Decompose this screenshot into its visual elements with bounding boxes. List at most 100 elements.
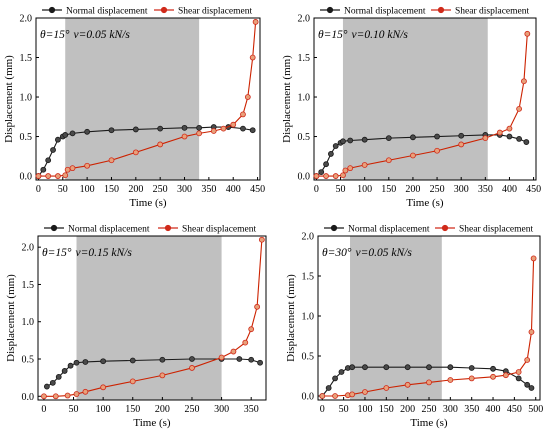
legend-label: Normal displacement [68, 225, 150, 235]
normal-displacement-point [181, 124, 188, 131]
y-tick-label: 0.5 [298, 132, 311, 143]
shear-displacement-point [242, 339, 249, 346]
normal-displacement-point [458, 132, 465, 139]
shear-displacement-point [383, 385, 390, 391]
loading-rate-label: v=0.10 kN/s [352, 29, 409, 41]
normal-displacement-point [73, 359, 80, 366]
legend: Normal displacement Shear displacement [324, 225, 533, 235]
normal-displacement-point [447, 364, 454, 371]
normal-displacement-point [338, 369, 345, 375]
shear-displacement-point [218, 354, 225, 361]
normal-displacement-point [426, 364, 432, 371]
x-tick-label: 300 [214, 404, 229, 415]
plot-frame [37, 235, 267, 401]
shaded-region [65, 18, 200, 180]
x-tick-label: 250 [184, 404, 199, 415]
normal-displacement-point [361, 136, 368, 143]
normal-displacement-point [327, 151, 334, 157]
normal-displacement-point [385, 135, 392, 142]
chart-panel-top-right: 0 50 100 150 200 250 300 350 400 450 0.0 0.5 1.0 1.5 2… [281, 7, 541, 210]
x-tick-label: 400 [226, 184, 241, 195]
y-tick-label: 1.0 [298, 93, 311, 104]
shear-displacement-point [426, 379, 432, 386]
normal-displacement-point [325, 385, 332, 391]
loading-rate-label: v=0.05 kN/s [356, 247, 413, 259]
normal-displacement-point [515, 375, 522, 382]
y-tick-label: 2.0 [302, 232, 315, 243]
normal-displacement-point [332, 375, 338, 382]
normal-displacement-point [340, 138, 346, 145]
x-tick-label: 300 [443, 404, 458, 415]
x-tick-label: 100 [357, 184, 372, 195]
y-tick-label: 2.0 [22, 243, 35, 254]
x-tick-label: 300 [177, 184, 192, 195]
x-tick-label: 450 [250, 184, 265, 195]
x-tick-label: 350 [478, 184, 493, 195]
normal-displacement-point [506, 133, 513, 140]
shear-displacement-point [196, 130, 203, 137]
shear-displacement-point [404, 381, 411, 388]
x-tick-label: 250 [430, 184, 445, 195]
shear-displacement-point [249, 54, 256, 61]
x-tick-label: 450 [507, 404, 522, 415]
shear-displacement-point [64, 166, 71, 173]
normal-displacement-point [323, 161, 329, 168]
normal-displacement-point [132, 126, 139, 133]
shear-displacement-point [84, 162, 91, 169]
y-axis-label: Displacement (mm) [285, 274, 297, 362]
legend-marker [48, 6, 56, 14]
angle-label: θ=30° [322, 247, 352, 259]
normal-displacement-point [43, 383, 50, 390]
legend-label: Shear displacement [455, 7, 529, 17]
shear-displacement-point [157, 141, 164, 148]
plot-frame [35, 17, 261, 181]
legend-label: Normal displacement [66, 7, 148, 17]
y-tick-label: 1.5 [302, 272, 315, 283]
normal-displacement-point [84, 128, 91, 135]
y-tick-label: 0.0 [298, 172, 311, 183]
normal-displacement-point [40, 166, 47, 173]
legend-marker [164, 224, 172, 232]
normal-displacement-point [332, 143, 339, 149]
x-tick-label: 50 [336, 184, 346, 195]
shear-displacement-point [524, 357, 531, 363]
normal-displacement-point [129, 357, 136, 364]
legend-label: Normal displacement [344, 7, 426, 17]
normal-displacement-point [159, 356, 166, 363]
y-tick-label: 1.0 [302, 312, 315, 323]
x-tick-label: 50 [58, 184, 68, 195]
shear-displacement-point [515, 369, 522, 375]
x-tick-label: 50 [69, 404, 79, 415]
condition-annotation: θ=15° v=0.05 kN/s [40, 29, 130, 41]
x-tick-label: 150 [104, 184, 119, 195]
shear-displacement-point [244, 94, 251, 100]
shear-displacement-point [332, 393, 338, 399]
x-tick-label: 50 [339, 404, 349, 415]
y-tick-label: 1.5 [298, 53, 311, 64]
shear-displacement-point [55, 173, 61, 179]
angle-label: θ=15° [318, 29, 348, 41]
chart-panel-top-left: 0 50 100 150 200 250 300 350 400 450 0.0 0.5 1.0 1.5 2… [3, 7, 265, 210]
x-tick-label: 200 [128, 184, 143, 195]
normal-displacement-point [45, 157, 52, 164]
shear-displacement-point [506, 125, 513, 132]
plot-frame [313, 17, 537, 181]
x-tick-label: 0 [41, 404, 46, 415]
y-tick-label: 1.5 [22, 280, 35, 291]
shear-displacement-point [230, 348, 237, 355]
normal-displacement-point [100, 358, 107, 365]
shear-displacement-point [521, 78, 527, 85]
shear-displacement-point [100, 384, 107, 391]
x-tick-label: 100 [96, 404, 111, 415]
legend: Normal displacement Shear displacement [42, 7, 252, 17]
normal-displacement-point [383, 364, 390, 371]
x-tick-label: 0 [36, 184, 41, 195]
normal-displacement-point [61, 368, 68, 374]
x-axis-label: Time (s) [129, 197, 167, 209]
legend-label: Shear displacement [459, 225, 533, 235]
shear-displacement-point [132, 149, 139, 156]
shear-displacement-point [35, 173, 42, 179]
normal-displacement-point [157, 125, 164, 132]
shear-displacement-point [240, 111, 246, 118]
